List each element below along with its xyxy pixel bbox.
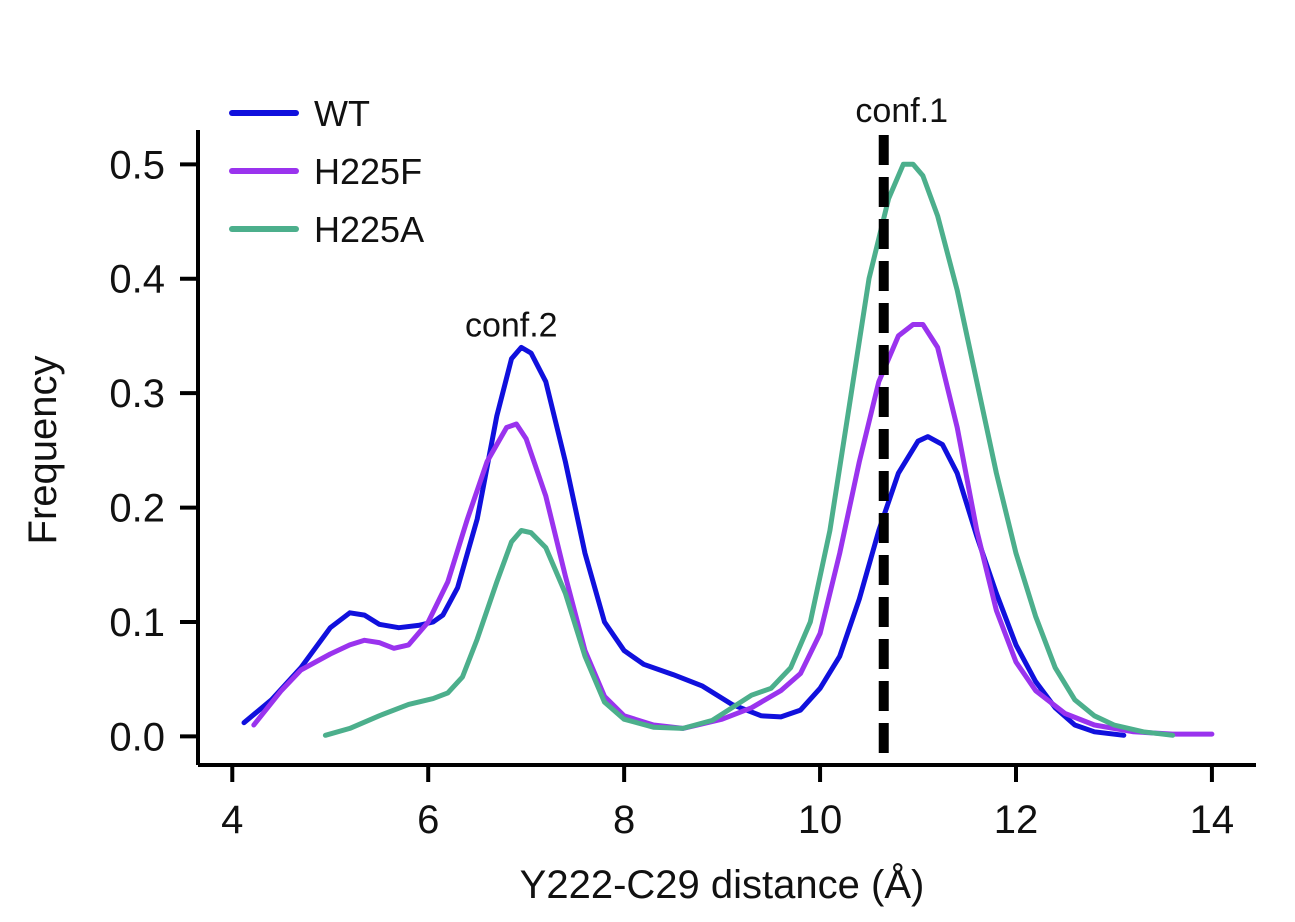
y-tick-label: 0.3 [109, 372, 165, 416]
y-axis-label: Frequency [21, 356, 65, 545]
y-axis: 0.0 0.1 0.2 0.3 0.4 0.5 [109, 130, 200, 765]
legend: WT H225F H225A [229, 93, 424, 250]
annotation-group: conf.2 [465, 307, 558, 345]
x-tick-label: 12 [994, 798, 1039, 842]
x-tick-label: 10 [798, 798, 843, 842]
series-line-wt [241, 344, 1127, 738]
x-axis: 4 6 8 10 12 14 [198, 763, 1256, 842]
legend-label-h225a: H225A [314, 209, 424, 250]
series-line-h225a [322, 161, 1176, 738]
x-axis-label: Y222-C29 distance (Å) [520, 862, 925, 907]
x-tick-label: 6 [417, 798, 439, 842]
y-tick-label: 0.0 [109, 715, 165, 759]
plot-area [241, 161, 1215, 738]
annotation-conf2: conf.2 [465, 307, 558, 345]
y-tick-label: 0.5 [109, 143, 165, 187]
y-tick-label: 0.4 [109, 258, 165, 302]
x-tick-label: 14 [1190, 798, 1235, 842]
reference-line-group: conf.1 [855, 92, 948, 765]
legend-label-wt: WT [314, 93, 370, 134]
x-tick-label: 4 [221, 798, 243, 842]
x-tick-label: 8 [613, 798, 635, 842]
legend-label-h225f: H225F [314, 151, 422, 192]
reference-line-label: conf.1 [855, 92, 948, 130]
y-tick-label: 0.2 [109, 487, 165, 531]
y-tick-label: 0.1 [109, 601, 165, 645]
series-line-h225f [251, 322, 1215, 737]
